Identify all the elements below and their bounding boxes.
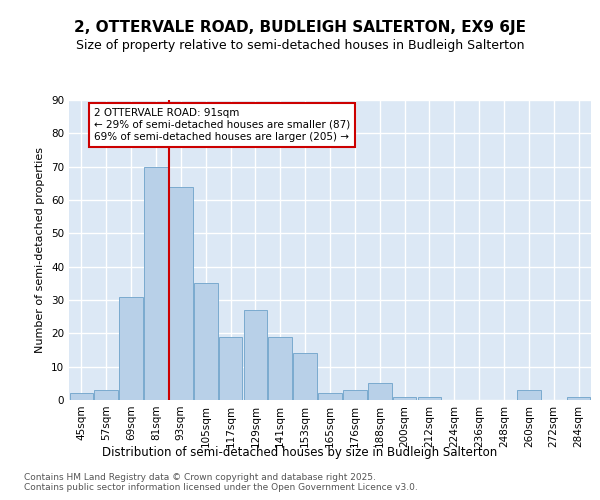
Text: Distribution of semi-detached houses by size in Budleigh Salterton: Distribution of semi-detached houses by … bbox=[103, 446, 497, 459]
Text: 2 OTTERVALE ROAD: 91sqm
← 29% of semi-detached houses are smaller (87)
69% of se: 2 OTTERVALE ROAD: 91sqm ← 29% of semi-de… bbox=[94, 108, 350, 142]
Bar bbox=[293, 354, 317, 400]
Bar bbox=[94, 390, 118, 400]
Bar bbox=[268, 336, 292, 400]
Bar bbox=[194, 284, 218, 400]
Text: Contains HM Land Registry data © Crown copyright and database right 2025.
Contai: Contains HM Land Registry data © Crown c… bbox=[24, 473, 418, 492]
Bar bbox=[368, 384, 392, 400]
Bar bbox=[343, 390, 367, 400]
Y-axis label: Number of semi-detached properties: Number of semi-detached properties bbox=[35, 147, 46, 353]
Text: 2, OTTERVALE ROAD, BUDLEIGH SALTERTON, EX9 6JE: 2, OTTERVALE ROAD, BUDLEIGH SALTERTON, E… bbox=[74, 20, 526, 35]
Bar bbox=[318, 394, 342, 400]
Text: Size of property relative to semi-detached houses in Budleigh Salterton: Size of property relative to semi-detach… bbox=[76, 38, 524, 52]
Bar bbox=[517, 390, 541, 400]
Bar bbox=[244, 310, 267, 400]
Bar bbox=[70, 394, 93, 400]
Bar bbox=[418, 396, 441, 400]
Bar bbox=[119, 296, 143, 400]
Bar bbox=[169, 186, 193, 400]
Bar bbox=[393, 396, 416, 400]
Bar bbox=[219, 336, 242, 400]
Bar bbox=[567, 396, 590, 400]
Bar bbox=[144, 166, 168, 400]
